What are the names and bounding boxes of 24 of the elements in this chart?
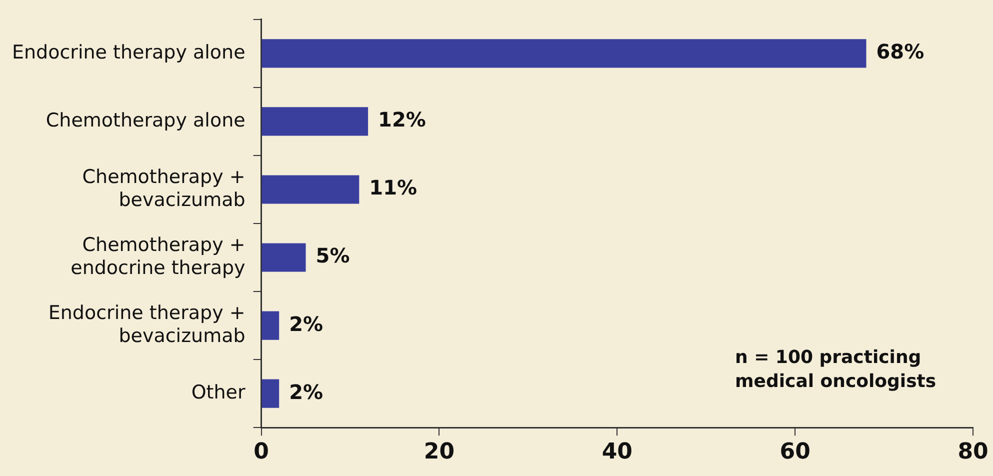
x-tick-label: 60: [780, 440, 810, 465]
data-label: 2%: [289, 380, 324, 404]
bar: [262, 243, 306, 272]
y-tick-label: Chemotherapy alone: [46, 109, 246, 132]
data-label: 12%: [378, 108, 426, 132]
y-tick-label: Chemotherapy + bevacizumab: [82, 166, 246, 211]
bar: [262, 107, 368, 136]
y-tick-label: Other: [191, 382, 246, 404]
bar: [262, 311, 280, 340]
data-label: 11%: [369, 176, 418, 200]
x-tick-label: 0: [254, 440, 269, 465]
y-tick-label: Chemotherapy + endocrine therapy: [70, 234, 246, 279]
y-tick-label: Endocrine therapy + bevacizumab: [48, 302, 246, 347]
bar: [262, 379, 280, 408]
bar: [262, 175, 360, 204]
x-tick-label: 80: [958, 440, 988, 465]
data-label: 2%: [289, 312, 324, 336]
data-label: 68%: [876, 40, 924, 64]
x-tick-label: 20: [424, 440, 455, 465]
bar: [262, 39, 866, 68]
data-label: 5%: [316, 244, 350, 268]
x-tick-label: 40: [602, 440, 632, 465]
annotation: n = 100 practicing medical oncologists: [735, 346, 938, 394]
y-tick-label: Endocrine therapy alone: [12, 41, 246, 64]
